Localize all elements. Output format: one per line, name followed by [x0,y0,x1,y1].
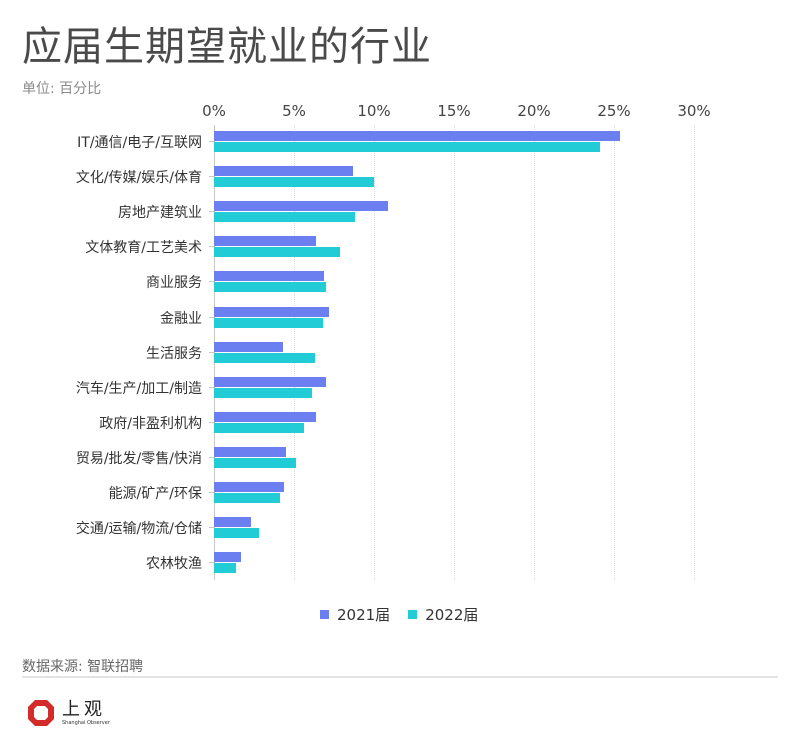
bar-2021届[interactable] [214,201,389,212]
bar-2022届[interactable] [214,387,312,398]
category-tick [209,527,214,529]
category-label: 汽车/生产/加工/制造 [75,380,202,397]
x-tick-label: 0% [202,102,226,120]
gridline [374,125,375,580]
legend-label-2022: 2022届 [425,606,479,624]
gridline [534,125,535,580]
bar-2022届[interactable] [214,317,323,328]
category-tick [209,176,214,178]
legend-swatch-2021 [320,610,329,619]
category-tick [209,141,214,142]
category-label: 房地产建筑业 [118,205,202,222]
bar-2022届[interactable] [214,352,315,363]
bar-2022届[interactable] [214,493,280,503]
bar-2021届[interactable] [214,552,242,563]
category-label: 商业服务 [146,275,202,292]
gridline [294,125,295,580]
category-tick [209,351,214,353]
logo-text-cn: 上观 [62,699,106,720]
bar-2022届[interactable] [214,212,355,223]
category-row: 汽车/生产/加工/制造 [76,374,694,400]
category-label: 农林牧渔 [146,556,202,573]
bar-2022届[interactable] [214,177,374,188]
bar-2021届[interactable] [214,376,326,387]
category-tick [209,281,214,283]
plot-area: IT/通信/电子/互联网 文化/传媒/娱乐/体育房地产建筑业文体教育/工艺美术商业… [76,125,695,580]
bar-2021届[interactable] [214,446,286,457]
x-tick-label: 25% [597,102,631,120]
category-row: 农林牧渔 [146,549,694,575]
legend-label-2021: 2021届 [337,606,391,624]
bar-2021届[interactable] [214,306,330,317]
category-row: 贸易/批发/零售/快消 [76,444,694,470]
gridline [694,125,695,580]
footer-divider [22,676,778,678]
category-tick [209,456,214,458]
bar-2022届[interactable] [214,422,304,433]
bar-2021届[interactable] [214,271,325,282]
x-tick-label: 5% [282,102,306,120]
bar-2022届[interactable] [214,282,326,293]
category-row: 商业服务 [146,268,694,294]
logo-text-en: Shanghai Observer [62,720,110,726]
category-row: 金融业 [160,304,694,330]
category-tick [209,211,214,213]
category-label: IT/通信/电子/互联网 [77,135,202,151]
bar-2021届[interactable] [214,517,251,528]
category-label: 贸易/批发/零售/快消 [75,450,202,467]
category-label: 政府/非盈利机构 [99,415,202,432]
category-tick [209,246,214,248]
category-label: 金融业 [160,310,202,327]
bar-2021届[interactable] [214,131,621,141]
category-label: 文体教育/工艺美术 [85,240,202,257]
category-tick [209,492,214,493]
bar-2022届[interactable] [214,528,259,539]
legend-item-2022[interactable]: 2022届 [408,604,478,625]
category-label: 文化/传媒/娱乐/体育 [75,170,202,187]
category-row: 生活服务 [146,339,694,365]
gridline [614,125,615,580]
category-row: 能源/矿产/环保 [109,479,694,505]
bar-2022届[interactable] [214,457,296,468]
category-row: 文化/传媒/娱乐/体育 [76,163,694,189]
legend-swatch-2022 [408,610,418,619]
x-tick-label: 15% [437,102,471,120]
x-tick-label: 10% [357,102,391,120]
category-label: 能源/矿产/环保 [108,486,202,502]
category-tick [209,316,214,318]
x-tick-label: 20% [517,102,551,120]
bar-2022届[interactable] [214,142,600,152]
octagon-logo-icon [28,700,54,726]
category-label: 交通/运输/物流/仓储 [75,521,202,538]
category-tick [209,386,214,388]
bar-2021届[interactable] [214,411,317,422]
x-tick-label: 30% [677,102,711,120]
bar-2021届[interactable] [214,166,354,177]
bar-2021届[interactable] [214,341,283,352]
bar-2021届[interactable] [214,482,285,492]
data-source: 数据来源: 智联招聘 [22,659,144,675]
shanghai-observer-logo[interactable]: 上观 Shanghai Observer [26,698,110,728]
chart-title: 应届生期望就业的行业 [22,24,432,70]
category-row: IT/通信/电子/互联网 [77,128,694,154]
category-tick [209,421,214,423]
y-axis-line [214,125,215,580]
gridline [454,125,455,580]
bar-2022届[interactable] [214,247,341,258]
category-row: 政府/非盈利机构 [99,409,694,435]
category-label: 生活服务 [146,345,202,362]
unit-label: 单位: 百分比 [22,81,102,97]
bar-2022届[interactable] [214,563,237,574]
bar-2021届[interactable] [214,236,317,247]
category-row: 文体教育/工艺美术 [85,233,694,259]
legend-item-2021[interactable]: 2021届 [320,604,390,625]
legend: 2021届 2022届 [320,604,478,625]
category-row: 交通/运输/物流/仓储 [76,514,694,540]
category-row: 房地产建筑业 [118,198,694,224]
category-tick [209,562,214,564]
